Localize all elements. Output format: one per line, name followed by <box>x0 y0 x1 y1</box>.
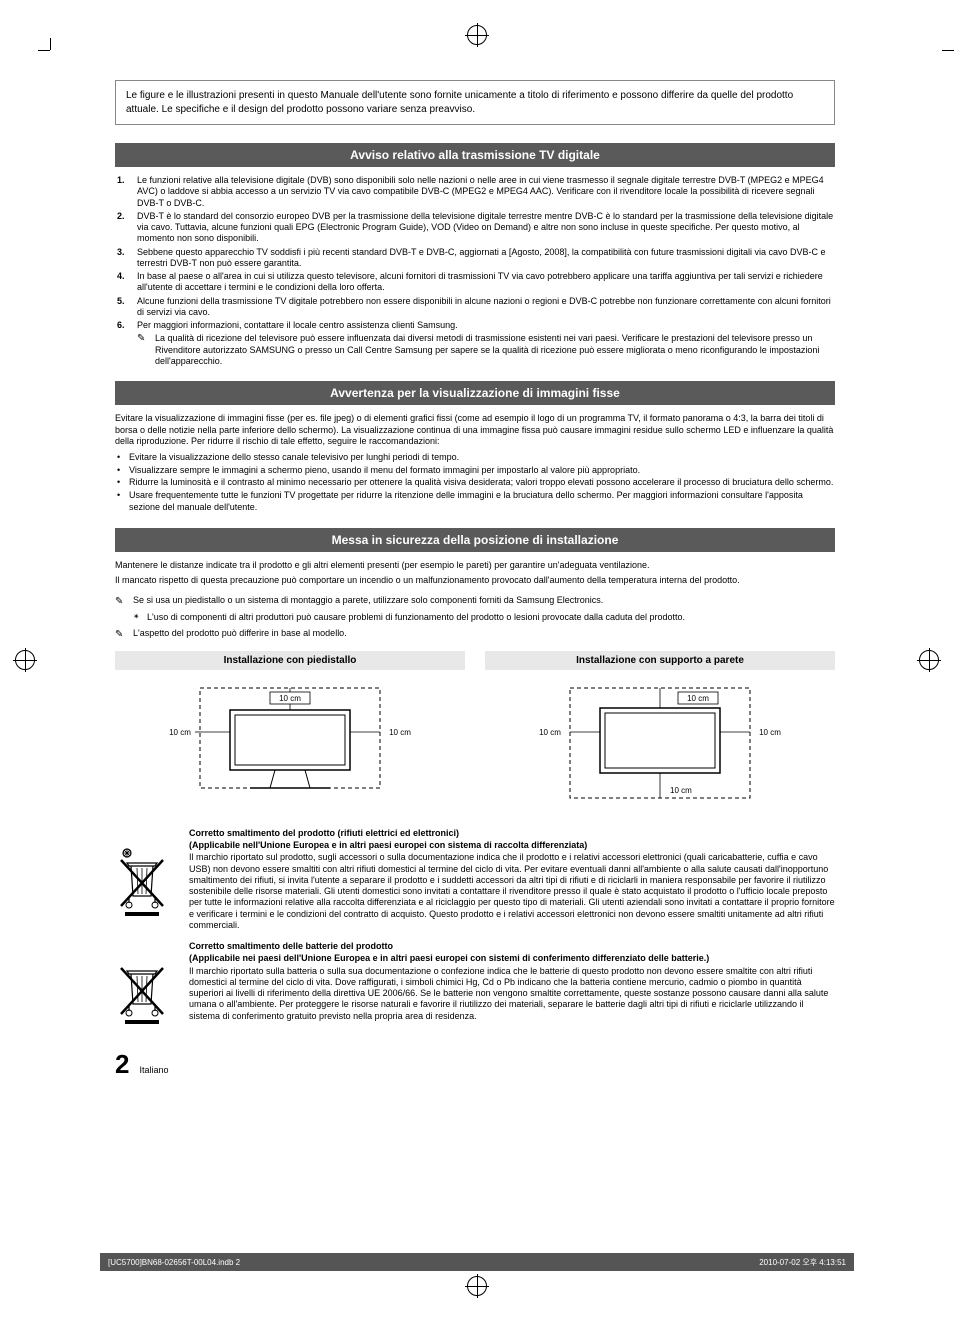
bullet: • <box>117 477 129 489</box>
registration-mark <box>467 25 487 45</box>
list-number: 6. <box>117 320 137 331</box>
bullet: • <box>117 465 129 477</box>
bullet-text: Usare frequentemente tutte le funzioni T… <box>129 490 835 513</box>
weee-bin-icon <box>115 848 170 918</box>
bullet: • <box>117 490 129 513</box>
disposal-title: Corretto smaltimento del prodotto (rifiu… <box>189 828 835 839</box>
registration-mark <box>919 650 939 670</box>
list-number: 3. <box>117 247 137 270</box>
bullet-text: Evitare la visualizzazione dello stesso … <box>129 452 835 464</box>
install-header-wall: Installazione con supporto a parete <box>485 651 835 670</box>
disposal-body: Il marchio riportato sulla batteria o su… <box>189 966 835 1022</box>
stand-diagram: 10 cm 10 cm 10 cm <box>160 680 420 810</box>
list-text: Sebbene questo apparecchio TV soddisfi i… <box>137 247 835 270</box>
section-header-2: Avvertenza per la visualizzazione di imm… <box>115 381 835 405</box>
dimension-label: 10 cm <box>279 694 301 703</box>
crop-mark <box>942 50 954 51</box>
bullet-list: •Evitare la visualizzazione dello stesso… <box>115 452 835 513</box>
footer-timestamp: 2010-07-02 오후 4:13:51 <box>759 1257 846 1268</box>
disposal-section-2: Corretto smaltimento delle batterie del … <box>115 941 835 1031</box>
list-number: 1. <box>117 175 137 209</box>
list-text: In base al paese o all'area in cui si ut… <box>137 271 835 294</box>
registration-mark <box>467 1276 487 1296</box>
x-bullet: ✴ <box>133 612 147 622</box>
battery-bin-icon <box>115 961 170 1026</box>
list-number: 4. <box>117 271 137 294</box>
disposal-section-1: Corretto smaltimento del prodotto (rifiu… <box>115 828 835 931</box>
section-text: Il mancato rispetto di questa precauzion… <box>115 575 835 587</box>
dimension-label: 10 cm <box>389 728 411 737</box>
dimension-label: 10 cm <box>670 786 692 795</box>
numbered-list-1: 1.Le funzioni relative alla televisione … <box>115 175 835 367</box>
disposal-title: Corretto smaltimento delle batterie del … <box>189 941 835 952</box>
note-text: Se si usa un piedistallo o un sistema di… <box>133 595 835 608</box>
footer-bar: [UC5700]BN68-02656T-00L04.indb 2 2010-07… <box>100 1253 854 1271</box>
section-text: Mantenere le distanze indicate tra il pr… <box>115 560 835 572</box>
note-icon: ✎ <box>137 333 155 367</box>
note-text: La qualità di ricezione del televisore p… <box>155 333 835 367</box>
page-language: Italiano <box>139 1065 168 1075</box>
bullet-text: Visualizzare sempre le immagini a scherm… <box>129 465 835 477</box>
footer-filename: [UC5700]BN68-02656T-00L04.indb 2 <box>108 1258 240 1267</box>
note-icon: ✎ <box>115 628 133 641</box>
intro-note: Le figure e le illustrazioni presenti in… <box>115 80 835 125</box>
dimension-label: 10 cm <box>687 694 709 703</box>
disposal-body: Il marchio riportato sul prodotto, sugli… <box>189 852 835 931</box>
dimension-label: 10 cm <box>759 728 781 737</box>
list-text: Alcune funzioni della trasmissione TV di… <box>137 296 835 319</box>
crop-mark <box>50 38 51 50</box>
list-number: 2. <box>117 211 137 245</box>
list-number: 5. <box>117 296 137 319</box>
bullet-text: L'uso di componenti di altri produttori … <box>147 612 685 622</box>
list-text: Le funzioni relative alla televisione di… <box>137 175 835 209</box>
note-text: L'aspetto del prodotto può differire in … <box>133 628 835 641</box>
dimension-label: 10 cm <box>169 728 191 737</box>
bullet: • <box>117 452 129 464</box>
dimension-label: 10 cm <box>539 728 561 737</box>
disposal-subtitle: (Applicabile nei paesi dell'Unione Europ… <box>189 953 835 964</box>
list-text: Per maggiori informazioni, contattare il… <box>137 320 835 331</box>
installation-diagrams: Installazione con piedistallo 10 cm 10 c… <box>115 651 835 810</box>
disposal-subtitle: (Applicabile nell'Unione Europea e in al… <box>189 840 835 851</box>
list-text: DVB-T è lo standard del consorzio europe… <box>137 211 835 245</box>
page-number: 2 <box>115 1049 129 1080</box>
install-header-stand: Installazione con piedistallo <box>115 651 465 670</box>
bullet-text: Ridurre la luminosità e il contrasto al … <box>129 477 835 489</box>
section-header-3: Messa in sicurezza della posizione di in… <box>115 528 835 552</box>
page-content: Le figure e le illustrazioni presenti in… <box>115 80 835 1080</box>
note-icon: ✎ <box>115 595 133 608</box>
section-header-1: Avviso relativo alla trasmissione TV dig… <box>115 143 835 167</box>
registration-mark <box>15 650 35 670</box>
page-number-row: 2 Italiano <box>115 1049 835 1080</box>
crop-mark <box>38 50 50 51</box>
wall-diagram: 10 cm 10 cm 10 cm 10 cm <box>530 680 790 810</box>
section-intro: Evitare la visualizzazione di immagini f… <box>115 413 835 448</box>
